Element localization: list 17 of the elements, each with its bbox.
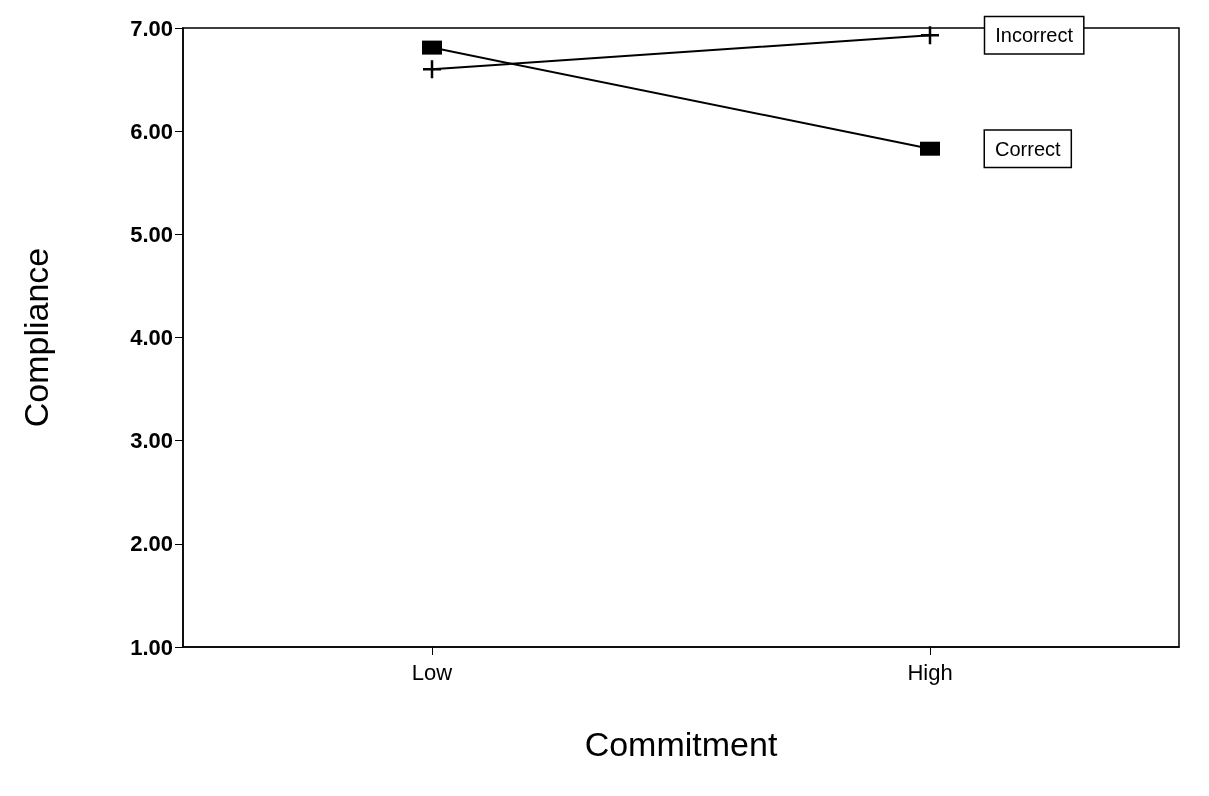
y-tick-label: 7.00	[130, 15, 173, 41]
text: Incorrect	[995, 24, 1074, 47]
text: Correct	[995, 137, 1062, 160]
y-tick-label: 5.00	[130, 221, 173, 247]
point	[919, 24, 941, 46]
y-tick-label: 2.00	[130, 531, 173, 557]
x-tick-label: Low	[411, 659, 453, 685]
y-tick-label: 3.00	[130, 428, 173, 454]
y-tick-label: 4.00	[130, 325, 173, 350]
y-tick-label: 6.00	[130, 118, 173, 144]
point	[920, 141, 940, 156]
x-tick-label: High	[907, 659, 953, 685]
x-axis-title: Commitment	[584, 725, 778, 763]
y-axis-title: Compliance	[17, 247, 55, 428]
point	[421, 59, 443, 80]
point	[422, 40, 442, 55]
y-tick-label: 1.00	[130, 634, 173, 660]
